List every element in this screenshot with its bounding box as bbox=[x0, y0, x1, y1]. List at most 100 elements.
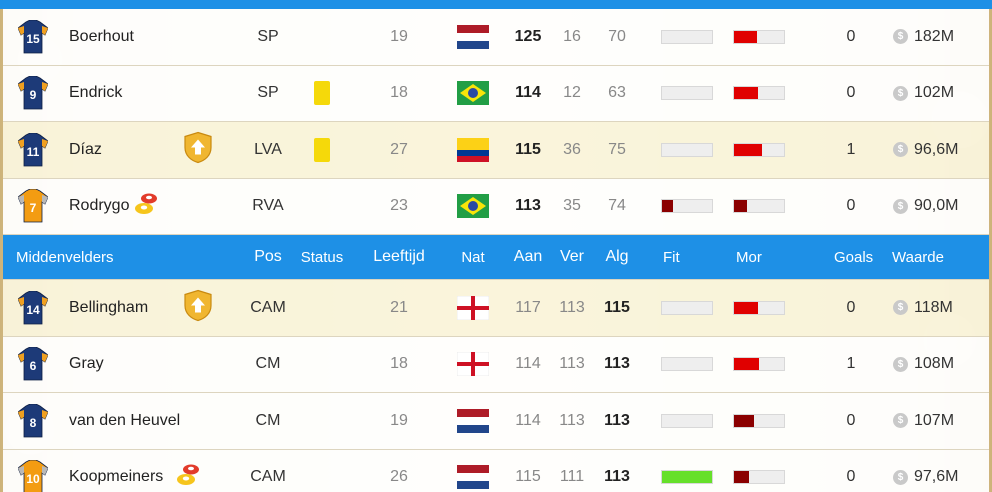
shirt-icon: 11 bbox=[16, 122, 50, 178]
stat-aan: 117 bbox=[515, 298, 541, 316]
stat-ver: 113 bbox=[559, 411, 585, 429]
yellow-card-icon bbox=[314, 137, 330, 162]
player-name[interactable]: Boerhout bbox=[69, 27, 134, 45]
shirt-icon: 6 bbox=[16, 337, 50, 393]
player-age: 19 bbox=[390, 411, 408, 429]
badge-cell bbox=[143, 122, 223, 178]
player-position: SP bbox=[257, 27, 279, 45]
player-name[interactable]: Rodrygo bbox=[69, 197, 130, 215]
coin-icon: $ bbox=[893, 413, 908, 429]
status-cell bbox=[299, 450, 345, 492]
yellow-card-icon bbox=[314, 81, 330, 106]
flag-icon-nl bbox=[451, 393, 495, 449]
svg-text:10: 10 bbox=[26, 472, 40, 486]
morale-bar bbox=[733, 9, 787, 65]
stat-aan: 125 bbox=[514, 27, 542, 45]
header-aan[interactable]: Aan bbox=[513, 248, 543, 265]
player-value: $118M bbox=[893, 280, 985, 336]
status-cell bbox=[299, 179, 345, 235]
stat-alg: 63 bbox=[608, 84, 626, 102]
player-age: 19 bbox=[390, 27, 408, 45]
header-mor[interactable]: Mor bbox=[736, 248, 762, 266]
player-row[interactable]: 7 Rodrygo RVA 23 113 35 74 0 $90,0M bbox=[3, 178, 989, 235]
player-goals: 0 bbox=[846, 27, 856, 45]
coin-icon: $ bbox=[893, 142, 908, 158]
status-cell bbox=[299, 122, 345, 178]
header-pos[interactable]: Pos bbox=[254, 248, 282, 265]
svg-text:6: 6 bbox=[30, 359, 37, 373]
player-name[interactable]: van den Heuvel bbox=[69, 411, 181, 429]
player-age: 26 bbox=[390, 468, 408, 486]
player-position: CAM bbox=[250, 298, 286, 316]
morale-bar bbox=[733, 179, 787, 235]
player-position: SP bbox=[257, 84, 279, 102]
flag-icon-nl bbox=[451, 450, 495, 492]
morale-bar bbox=[733, 450, 787, 492]
header-waarde[interactable]: Waarde bbox=[892, 248, 944, 266]
upgrade-badge-icon[interactable] bbox=[183, 131, 213, 168]
header-fit[interactable]: Fit bbox=[663, 248, 680, 266]
header-ver[interactable]: Ver bbox=[559, 248, 584, 265]
coin-icon: $ bbox=[893, 29, 908, 45]
fitness-bar bbox=[661, 9, 715, 65]
header-status[interactable]: Status bbox=[300, 248, 344, 266]
flag-icon-en bbox=[451, 280, 495, 336]
stat-alg: 115 bbox=[604, 298, 630, 316]
shirt-icon: 14 bbox=[16, 280, 50, 336]
stat-aan: 114 bbox=[515, 84, 541, 102]
player-row[interactable]: 15 Boerhout SP 19 125 16 70 0 $182M bbox=[3, 9, 989, 66]
header-goals[interactable]: Goals bbox=[834, 248, 874, 266]
value-text: 96,6M bbox=[914, 140, 959, 158]
player-row[interactable]: 8 van den Heuvel CM 19 114 113 113 0 $107M bbox=[3, 393, 989, 450]
player-name[interactable]: Díaz bbox=[69, 140, 102, 158]
player-name[interactable]: Koopmeiners bbox=[69, 468, 164, 486]
header-nat[interactable]: Nat bbox=[461, 248, 485, 266]
player-value: $108M bbox=[893, 337, 985, 393]
morale-bar bbox=[733, 122, 787, 178]
player-name[interactable]: Bellingham bbox=[69, 298, 149, 316]
fitness-bar bbox=[661, 179, 715, 235]
header-age[interactable]: Leeftijd bbox=[373, 248, 425, 265]
player-row[interactable]: 14 Bellingham CAM 21 117 113 115 0 $118M bbox=[3, 280, 989, 337]
player-value: $182M bbox=[893, 9, 985, 65]
player-name[interactable]: Gray bbox=[69, 355, 104, 373]
player-row[interactable]: 9 Endrick SP 18 114 12 63 0 $102M bbox=[3, 65, 989, 122]
stat-alg: 70 bbox=[608, 27, 626, 45]
header-alg[interactable]: Alg bbox=[605, 248, 629, 265]
value-text: 118M bbox=[914, 298, 953, 316]
morale-bar bbox=[733, 393, 787, 449]
coin-icon: $ bbox=[893, 85, 908, 101]
training-cone-icon bbox=[176, 462, 202, 492]
stat-alg: 113 bbox=[604, 468, 630, 486]
player-goals: 0 bbox=[846, 411, 856, 429]
player-name[interactable]: Endrick bbox=[69, 84, 123, 102]
player-goals: 1 bbox=[846, 140, 856, 158]
svg-text:7: 7 bbox=[30, 201, 37, 215]
player-row[interactable]: 11 Díaz LVA 27 115 36 75 1 $96,6M bbox=[3, 122, 989, 179]
player-row[interactable]: 6 Gray CM 18 114 113 113 1 $108M bbox=[3, 336, 989, 393]
stat-alg: 74 bbox=[608, 197, 626, 215]
shirt-icon: 15 bbox=[16, 9, 50, 65]
coin-icon: $ bbox=[893, 469, 908, 485]
fitness-bar bbox=[661, 393, 715, 449]
top-blue-bar bbox=[0, 0, 992, 9]
player-row[interactable]: 10 Koopmeiners CAM 26 115 111 113 0 $97,6M bbox=[3, 449, 989, 492]
flag-icon-co bbox=[451, 122, 495, 178]
player-position: RVA bbox=[252, 197, 284, 215]
player-age: 23 bbox=[390, 197, 408, 215]
status-cell bbox=[299, 280, 345, 336]
stat-ver: 16 bbox=[563, 27, 581, 45]
shirt-icon: 7 bbox=[16, 179, 50, 235]
player-goals: 0 bbox=[846, 84, 856, 102]
stat-alg: 75 bbox=[608, 140, 626, 158]
upgrade-badge-icon[interactable] bbox=[183, 289, 213, 326]
svg-text:8: 8 bbox=[30, 416, 37, 430]
status-cell bbox=[299, 9, 345, 65]
stat-aan: 115 bbox=[515, 468, 541, 486]
fitness-bar bbox=[661, 280, 715, 336]
coin-icon: $ bbox=[893, 198, 908, 214]
header-group[interactable]: Middenvelders bbox=[16, 248, 114, 266]
badge-cell bbox=[176, 450, 206, 492]
svg-text:14: 14 bbox=[26, 303, 40, 317]
midfielders-group: 14 Bellingham CAM 21 117 113 115 0 $118M 6 Gra… bbox=[3, 280, 989, 492]
